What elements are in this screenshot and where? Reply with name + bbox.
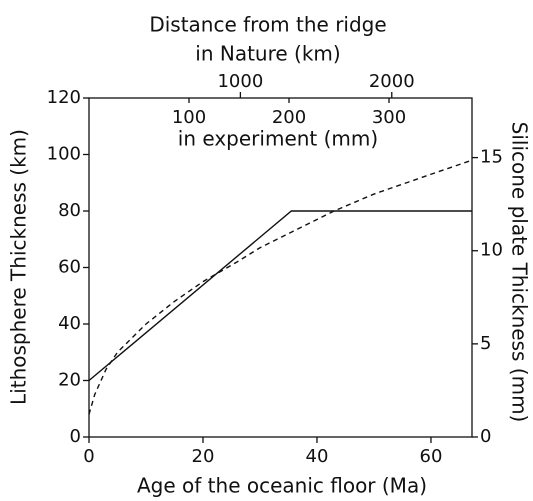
x-tick-label: 60 — [420, 446, 443, 467]
y-tick-label: 20 — [58, 370, 81, 391]
y2-tick-label: 15 — [480, 147, 503, 168]
x-axis-title: Age of the oceanic floor (Ma) — [137, 474, 427, 498]
top-axis-subtitle: in Nature (km) — [195, 42, 340, 66]
x3-tick-label: 100 — [172, 107, 206, 128]
y2-axis-title: Silicone plate Thickness (mm) — [508, 122, 532, 423]
x-tick-label: 20 — [192, 446, 215, 467]
top-axis-subtitle: in experiment (mm) — [178, 127, 378, 151]
line-series — [88, 159, 473, 415]
x2-tick-label: 2000 — [369, 71, 415, 92]
x-tick-label: 0 — [83, 446, 94, 467]
y-tick-label: 80 — [58, 200, 81, 221]
y2-tick-label: 0 — [480, 426, 491, 447]
top-axis-title: Distance from the ridge — [149, 13, 386, 37]
x3-tick-label: 200 — [272, 107, 306, 128]
y-tick-label: 40 — [58, 313, 81, 334]
y2-tick-label: 10 — [480, 240, 503, 261]
y-tick-label: 60 — [58, 257, 81, 278]
y-tick-label: 100 — [47, 144, 81, 165]
y-axis-title: Lithosphere Thickness (km) — [7, 129, 31, 405]
y-tick-label: 0 — [70, 426, 81, 447]
y-tick-label: 120 — [47, 87, 81, 108]
y2-tick-label: 5 — [480, 333, 491, 354]
line-series — [88, 210, 472, 382]
x2-tick-label: 1000 — [217, 71, 263, 92]
x3-tick-label: 300 — [372, 107, 406, 128]
x-tick-label: 40 — [306, 446, 329, 467]
